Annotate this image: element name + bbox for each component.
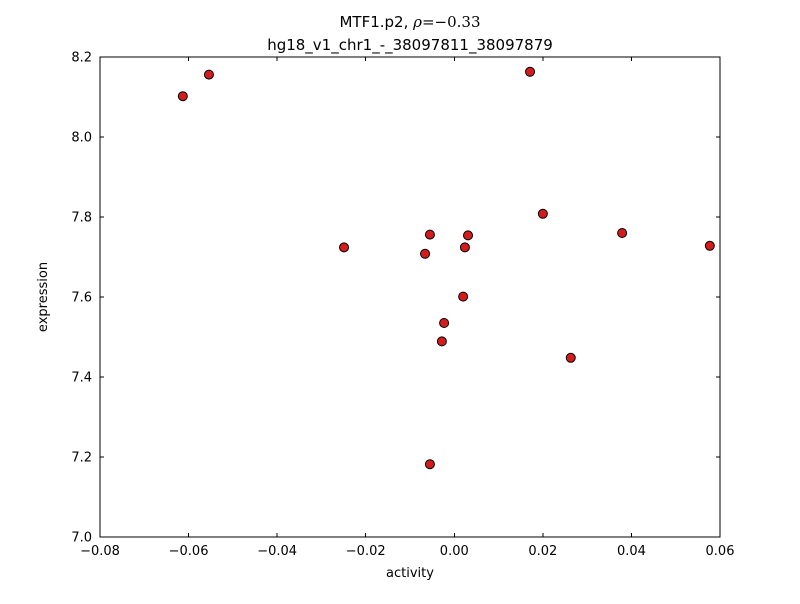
data-point	[424, 459, 435, 470]
data-point	[420, 248, 431, 259]
y-tick-label: 8.0	[71, 131, 92, 146]
x-tick-label: 0.04	[617, 544, 646, 559]
x-tick-label: −0.06	[169, 544, 209, 559]
y-tick-label: 7.8	[71, 211, 92, 226]
data-point	[463, 230, 474, 241]
x-tick-label: −0.04	[257, 544, 297, 559]
data-point	[439, 318, 450, 328]
data-point	[525, 66, 536, 77]
chart-title-text: MTF1.p2,	[339, 13, 413, 31]
chart-subtitle: hg18_v1_chr1_-_38097811_38097879	[267, 36, 553, 55]
x-tick-label: 0.02	[528, 544, 557, 559]
data-point	[436, 336, 447, 347]
data-point	[424, 229, 435, 240]
data-point	[458, 291, 469, 302]
data-point	[617, 228, 628, 238]
correlation-value: =−0.33	[422, 13, 481, 31]
axis-ticks: −0.08 −0.06 −0.04 −0.02 0.00 0.02 0.04 0.06 7.0 7…	[71, 51, 734, 560]
y-tick-label: 7.0	[71, 531, 92, 546]
y-tick-label: 7.4	[71, 371, 92, 386]
chart-title: MTF1.p2, ρ=−0.33	[339, 13, 480, 31]
y-tick-label: 7.6	[71, 291, 92, 306]
x-tick-label: −0.02	[346, 544, 386, 559]
x-tick-label: −0.08	[80, 544, 120, 559]
data-point	[537, 208, 548, 219]
axes-frame	[99, 56, 721, 538]
x-tick-label: 0.00	[440, 544, 469, 559]
data-point	[339, 242, 350, 253]
rho-symbol: ρ	[412, 13, 422, 31]
data-point	[459, 242, 470, 253]
x-tick-label: 0.06	[706, 544, 735, 559]
data-points	[177, 66, 715, 470]
data-point	[704, 240, 715, 251]
y-tick-label: 7.2	[71, 451, 92, 466]
y-tick-label: 8.2	[71, 51, 92, 66]
y-axis-label: expression	[36, 262, 51, 332]
data-point	[203, 69, 214, 80]
data-point	[177, 91, 188, 102]
x-axis-label: activity	[386, 566, 434, 581]
data-point	[565, 352, 576, 363]
